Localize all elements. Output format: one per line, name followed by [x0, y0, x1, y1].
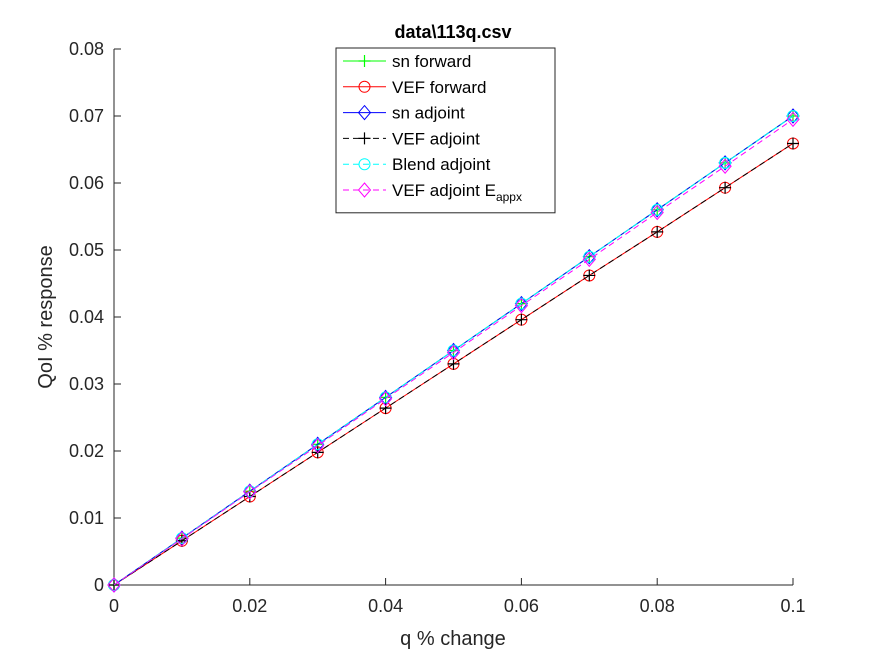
legend-label: VEF adjoint Eappx: [392, 181, 522, 204]
x-axis-label: q % change: [400, 628, 506, 650]
legend-label: sn forward: [392, 52, 471, 71]
legend-entry-3: VEF adjoint: [343, 129, 480, 148]
data-point: [651, 225, 664, 238]
series-5: [107, 111, 800, 593]
y-tick-label: 0: [94, 575, 104, 595]
data-point: [378, 390, 393, 407]
axes: 0 0.02 0.04 0.06 0.08 0.1 0 0.01 0.02 0.03 0.04 0.0…: [69, 39, 806, 616]
x-tick-label: 0.1: [780, 596, 805, 616]
data-point: [515, 313, 528, 326]
data-point: [446, 344, 461, 361]
x-tick-label: 0.02: [232, 596, 267, 616]
legend-marker: [358, 55, 371, 67]
y-tick-label: 0.06: [69, 173, 104, 193]
legend-label: VEF forward: [392, 78, 486, 97]
y-tick-label: 0.02: [69, 441, 104, 461]
legend-marker: [357, 182, 372, 198]
legend-marker: [358, 80, 371, 93]
legend-marker: [357, 104, 372, 121]
legend-entry-4: Blend adjoint: [343, 155, 491, 174]
y-tick-label: 0.04: [69, 307, 104, 327]
legend-label: sn adjoint: [392, 104, 465, 123]
legend-label: VEF adjoint: [392, 129, 480, 148]
x-tick-label: 0.08: [640, 596, 675, 616]
y-tick-label: 0.05: [69, 240, 104, 260]
legend-label: Blend adjoint: [392, 155, 491, 174]
data-point: [514, 297, 529, 314]
y-tick-label: 0.07: [69, 106, 104, 126]
series-group: [107, 108, 800, 593]
data-point: [651, 203, 664, 216]
data-point: [650, 204, 664, 221]
x-tick-label: 0.06: [504, 596, 539, 616]
x-tick-label: 0.04: [368, 596, 403, 616]
data-point: [582, 251, 596, 268]
data-point: [787, 137, 799, 150]
legend-entry-2: sn adjoint: [343, 104, 465, 123]
data-point: [379, 402, 392, 415]
y-axis-label: QoI % response: [35, 245, 57, 388]
legend-box: [335, 47, 556, 214]
series-line: [113, 115, 794, 586]
y-tick-label: 0.03: [69, 374, 104, 394]
data-point: [311, 437, 325, 454]
legend-entry-1: VEF forward: [343, 78, 486, 97]
data-point: [786, 108, 800, 124]
data-point: [175, 531, 189, 547]
data-point: [718, 155, 732, 171]
data-point: [583, 250, 596, 263]
y-tick-label: 0.08: [69, 39, 104, 59]
legend: sn forward VEF forward sn adjoint VEF adjoi…: [335, 47, 556, 214]
legend-marker: [358, 158, 371, 171]
legend-marker: [358, 132, 371, 145]
data-point: [243, 484, 257, 500]
data-point: [514, 295, 529, 312]
x-tick-label: 0: [109, 596, 119, 616]
legend-entry-5: VEF adjoint Eappx: [343, 181, 522, 204]
data-point: [583, 269, 596, 282]
data-point: [786, 111, 800, 128]
data-point: [719, 181, 732, 194]
chart-title: data\113q.csv: [394, 22, 511, 42]
data-point: [718, 158, 732, 175]
series-line: [113, 118, 794, 586]
data-point: [719, 156, 732, 169]
data-point: [446, 342, 461, 359]
data-point: [787, 110, 799, 122]
y-tick-label: 0.01: [69, 508, 104, 528]
data-point: [107, 577, 121, 593]
legend-entry-0: sn forward: [343, 52, 471, 71]
